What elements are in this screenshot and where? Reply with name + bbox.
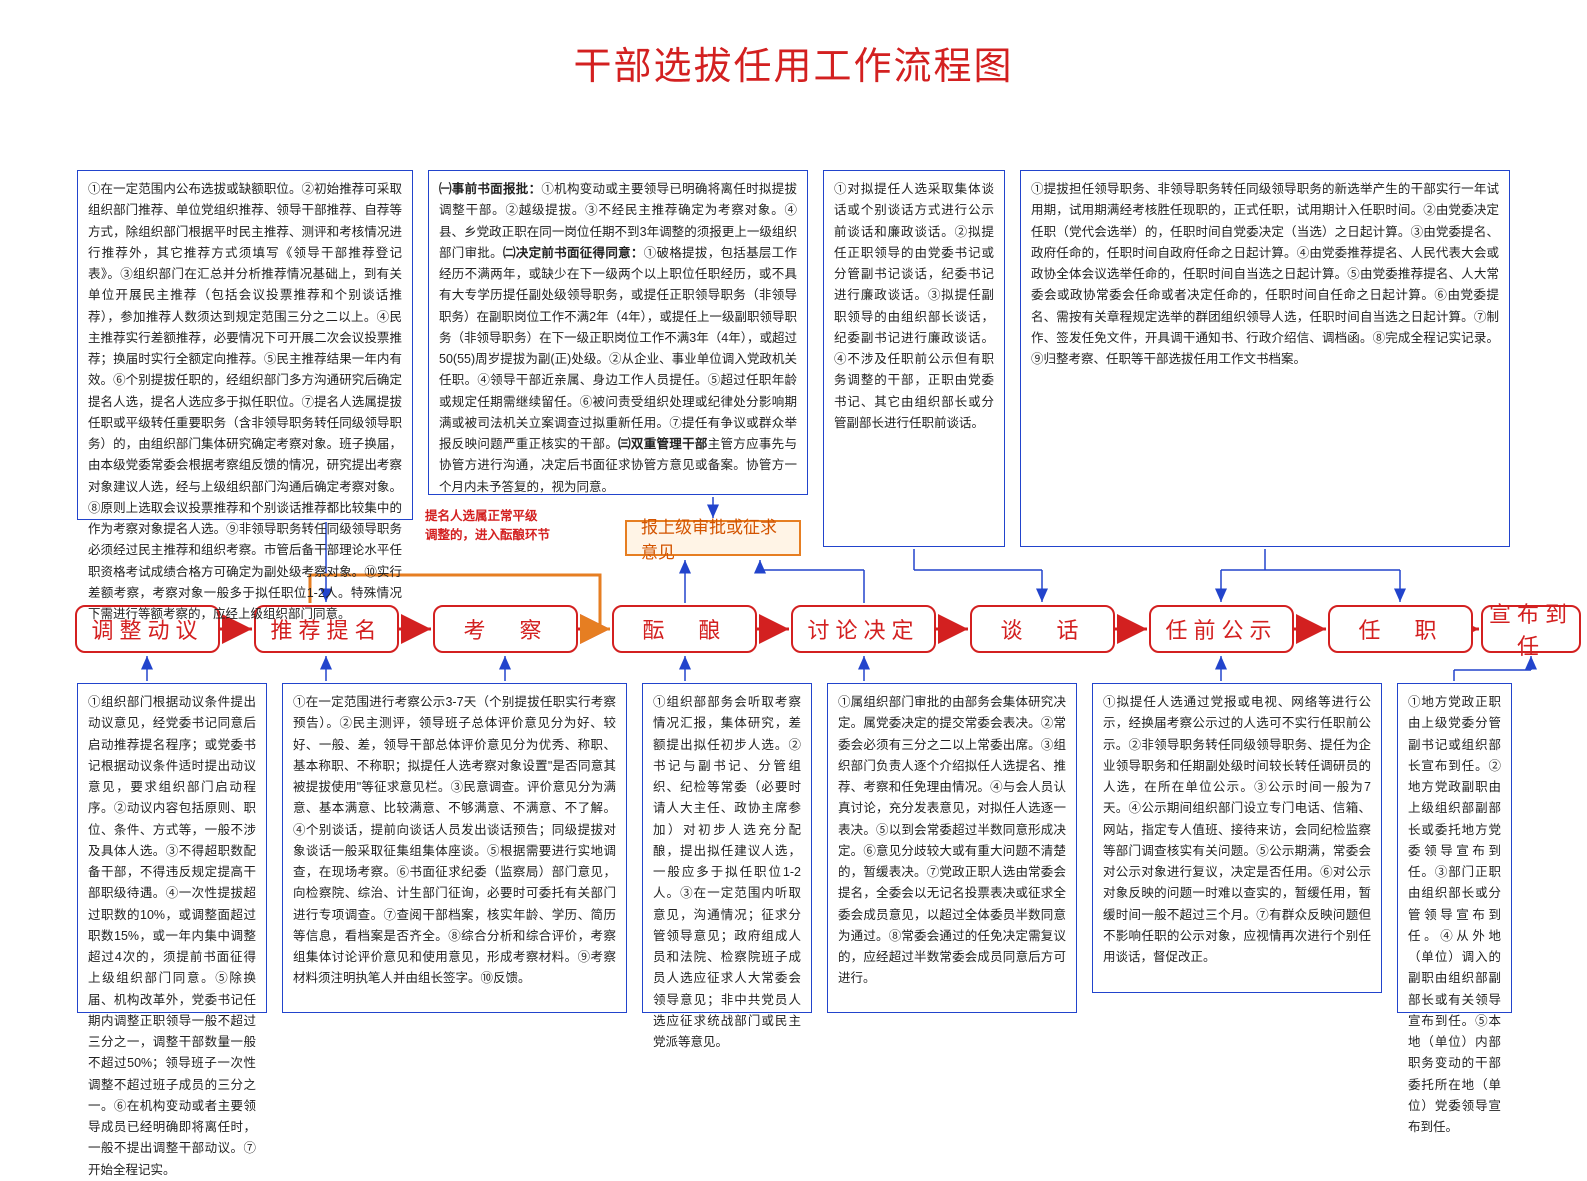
bottom-box-bb3: ①组织部部务会听取考察情况汇报，集体研究，差额提出拟任初步人选。②书记与副书记、…: [642, 683, 812, 1013]
step-s5: 讨论决定: [791, 605, 936, 653]
flow-note: 提名人选属正常平级 调整的，进入酝酿环节: [425, 507, 550, 545]
orange-approval-box: 报上级审批或征求意见: [625, 520, 801, 556]
top-box-tb4: ①提拔担任领导职务、非领导职务转任同级领导职务的新选举产生的干部实行一年试用期，…: [1020, 170, 1510, 547]
bottom-box-bb5: ①拟提任人选通过党报或电视、网络等进行公示，经换届考察公示过的人选可不实行任职前…: [1092, 683, 1382, 993]
page-title: 干部选拔任用工作流程图: [0, 0, 1587, 110]
step-s4: 酝 酿: [612, 605, 757, 653]
step-s9: 宣布到任: [1481, 605, 1581, 653]
step-s3: 考 察: [433, 605, 578, 653]
top-box-tb2: ㈠事前书面报批：①机构变动或主要领导已明确将离任时拟提拔调整干部。②越级提拔。③…: [428, 170, 808, 495]
top-box-tb1: ①在一定范围内公布选拔或缺额职位。②初始推荐可采取组织部门推荐、单位党组织推荐、…: [77, 170, 413, 520]
bottom-box-bb1: ①组织部门根据动议条件提出动议意见，经党委书记同意后启动推荐提名程序；或党委书记…: [77, 683, 267, 1013]
top-box-tb3: ①对拟提任人选采取集体谈话或个别谈话方式进行公示前谈话和廉政谈话。②拟提任正职领…: [823, 170, 1005, 547]
bottom-box-bb6: ①地方党政正职由上级党委分管副书记或组织部长宣布到任。②地方党政副职由上级组织部…: [1397, 683, 1512, 1013]
step-s8: 任 职: [1328, 605, 1473, 653]
diagram-canvas: 调整动议推荐提名考 察酝 酿讨论决定谈 话任前公示任 职宣布到任 ①在一定范围内…: [0, 110, 1587, 1110]
bottom-box-bb2: ①在一定范围进行考察公示3-7天（个别提拔任职实行考察预告）。②民主测评，领导班…: [282, 683, 627, 1013]
step-s6: 谈 话: [970, 605, 1115, 653]
step-s7: 任前公示: [1149, 605, 1294, 653]
bottom-box-bb4: ①属组织部门审批的由部务会集体研究决定。属党委决定的提交常委会表决。②常委会必须…: [827, 683, 1077, 1013]
